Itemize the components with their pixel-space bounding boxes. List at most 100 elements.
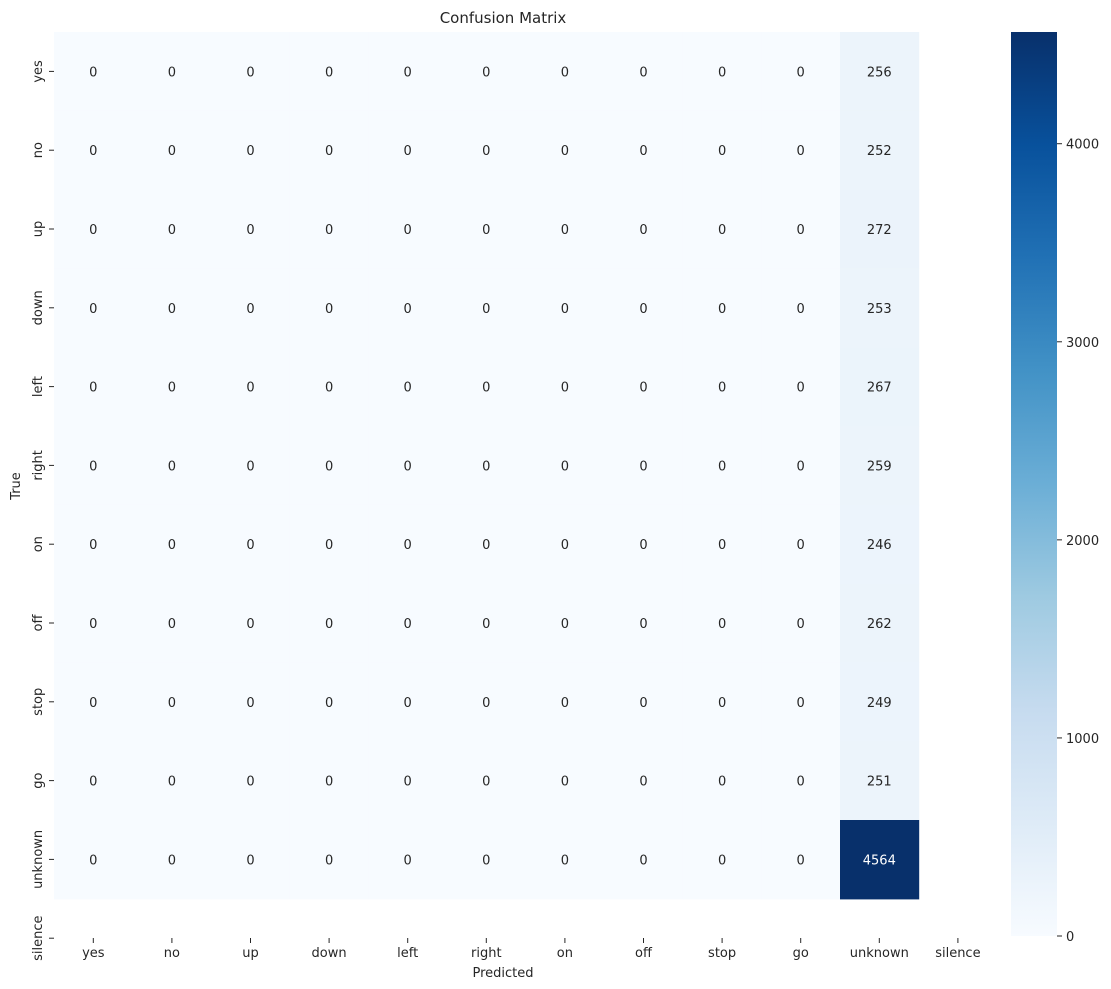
heatmap-cell xyxy=(682,347,762,427)
heatmap-cell xyxy=(368,662,448,742)
heatmap-cell xyxy=(132,426,212,506)
cell-value-label: 0 xyxy=(168,617,176,632)
cell-value-label: 0 xyxy=(168,302,176,317)
cell-value-label: 0 xyxy=(797,381,805,396)
heatmap-cell xyxy=(368,741,448,821)
heatmap-cell xyxy=(54,189,134,269)
heatmap-cell xyxy=(682,426,762,506)
heatmap-cell xyxy=(840,504,920,585)
cell-value-label: 0 xyxy=(325,223,333,238)
heatmap-cell xyxy=(761,662,841,742)
heatmap-cell xyxy=(840,189,920,269)
cell-value-label: 0 xyxy=(797,696,805,711)
cell-value-label: 0 xyxy=(797,775,805,790)
y-tick-label: right xyxy=(31,450,46,481)
cell-value-label: 0 xyxy=(325,853,333,868)
cell-value-label: 0 xyxy=(246,617,254,632)
heatmap-cell xyxy=(211,504,291,585)
cell-value-label: 0 xyxy=(404,302,412,317)
cell-value-label: 0 xyxy=(561,223,569,238)
cell-value-label: 0 xyxy=(246,775,254,790)
heatmap-cell xyxy=(604,820,684,900)
heatmap-cell xyxy=(840,741,920,821)
heatmap-cell xyxy=(525,189,605,269)
heatmap-cell xyxy=(525,32,605,112)
heatmap-cell-labels: 0 0 0 0 0 0 0 0 0 0 256 0 0 0 0 0 0 0 0 0 0 252 0 0 0 0 0 0 0 0 0 0 272 0… xyxy=(89,65,896,868)
cell-value-label: 0 xyxy=(718,617,726,632)
x-tick-label: up xyxy=(242,946,259,961)
cell-value-label: 0 xyxy=(639,538,647,553)
heatmap-cell xyxy=(840,426,920,506)
cell-value-label: 0 xyxy=(482,381,490,396)
heatmap-cell xyxy=(604,268,684,348)
heatmap-cell xyxy=(368,504,448,585)
heatmap-cell xyxy=(840,268,920,348)
cell-value-label: 0 xyxy=(561,459,569,474)
heatmap-cell xyxy=(604,662,684,742)
heatmap-cell xyxy=(761,820,841,900)
cell-value-label: 0 xyxy=(89,302,97,317)
cell-value-label: 256 xyxy=(867,65,892,80)
cell-value-label: 0 xyxy=(246,459,254,474)
heatmap-cell xyxy=(761,504,841,585)
cell-value-label: 251 xyxy=(867,775,892,790)
heatmap-cell xyxy=(368,426,448,506)
cell-value-label: 0 xyxy=(168,775,176,790)
heatmap-cell xyxy=(447,268,527,348)
heatmap-cell xyxy=(447,662,527,742)
heatmap-cell xyxy=(525,820,605,900)
cell-value-label: 0 xyxy=(168,144,176,159)
heatmap-cell xyxy=(761,268,841,348)
cell-value-label: 0 xyxy=(89,144,97,159)
heatmap-cell xyxy=(368,189,448,269)
heatmap-cell xyxy=(289,741,369,821)
heatmap-cell xyxy=(54,32,134,112)
cell-value-label: 0 xyxy=(797,223,805,238)
cell-value-label: 0 xyxy=(639,853,647,868)
heatmap-cell xyxy=(54,426,134,506)
heatmap-cell xyxy=(604,583,684,663)
cell-value-label: 0 xyxy=(561,381,569,396)
cell-value-label: 0 xyxy=(482,459,490,474)
heatmap-cell xyxy=(604,741,684,821)
heatmap-cell xyxy=(682,268,762,348)
cell-value-label: 0 xyxy=(89,696,97,711)
y-tick-label: yes xyxy=(31,60,46,83)
heatmap-cell xyxy=(761,583,841,663)
heatmap-cell xyxy=(447,426,527,506)
cell-value-label: 0 xyxy=(718,538,726,553)
y-axis-ticks: yes no up down left right on off stop go unknown si… xyxy=(31,60,54,961)
x-tick-label: on xyxy=(557,946,573,961)
cell-value-label: 272 xyxy=(867,223,892,238)
cell-value-label: 0 xyxy=(639,223,647,238)
cell-value-label: 0 xyxy=(561,302,569,317)
cell-value-label: 0 xyxy=(639,775,647,790)
heatmap-cell xyxy=(682,504,762,585)
heatmap-cell xyxy=(840,583,920,663)
heatmap-cell xyxy=(211,820,291,900)
y-tick-label: up xyxy=(31,221,46,238)
colorbar-tick-label: 4000 xyxy=(1066,138,1099,153)
heatmap-cell xyxy=(682,189,762,269)
cell-value-label: 0 xyxy=(168,459,176,474)
heatmap-cell xyxy=(447,110,527,191)
colorbar-tick-label: 2000 xyxy=(1066,534,1099,549)
cell-value-label: 0 xyxy=(639,459,647,474)
cell-value-label: 0 xyxy=(718,144,726,159)
cell-value-label: 0 xyxy=(168,853,176,868)
heatmap-cell xyxy=(368,32,448,112)
x-tick-label: down xyxy=(312,946,347,961)
x-tick-label: yes xyxy=(82,946,105,961)
cell-value-label: 0 xyxy=(325,538,333,553)
x-tick-label: stop xyxy=(708,946,736,961)
cell-value-label: 0 xyxy=(325,381,333,396)
heatmap-cell xyxy=(604,504,684,585)
y-tick-label: down xyxy=(31,290,46,325)
cell-value-label: 0 xyxy=(246,144,254,159)
heatmap-cell xyxy=(761,189,841,269)
cell-value-label: 0 xyxy=(168,223,176,238)
colorbar xyxy=(1011,32,1057,936)
cell-value-label: 0 xyxy=(797,144,805,159)
heatmap-cell xyxy=(211,347,291,427)
heatmap-cell xyxy=(211,32,291,112)
